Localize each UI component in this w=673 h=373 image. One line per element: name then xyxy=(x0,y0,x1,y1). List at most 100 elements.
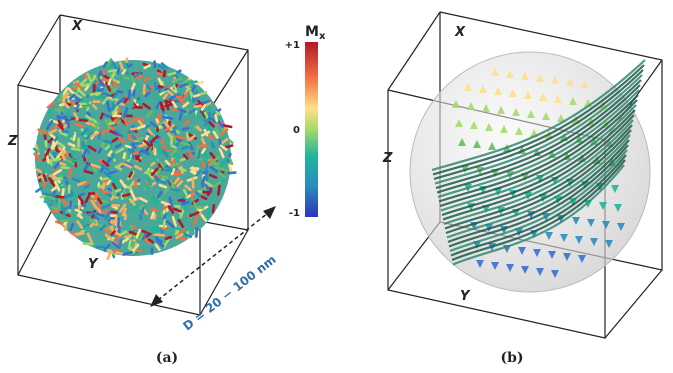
spin xyxy=(155,83,156,89)
spin xyxy=(164,220,165,225)
axis-label: X xyxy=(71,19,83,34)
spin xyxy=(120,240,121,247)
spin xyxy=(129,241,130,248)
spin xyxy=(228,173,235,174)
spin xyxy=(142,207,143,213)
spin xyxy=(58,117,64,119)
spin xyxy=(192,191,193,199)
spin xyxy=(52,153,57,154)
spin xyxy=(216,115,217,121)
spin xyxy=(126,146,130,147)
spin xyxy=(50,176,54,177)
spin xyxy=(125,119,126,124)
spin xyxy=(72,149,79,150)
spin xyxy=(107,102,109,110)
spin xyxy=(213,205,214,212)
spin xyxy=(103,183,104,188)
colorbar-tick: 0 xyxy=(293,125,300,136)
spin xyxy=(91,93,97,94)
spin xyxy=(181,239,185,240)
spin xyxy=(155,235,164,236)
spin xyxy=(134,226,135,231)
spin xyxy=(181,159,185,161)
spin xyxy=(195,106,201,107)
spin xyxy=(208,208,209,216)
spin xyxy=(67,153,68,157)
colorbar-title: Mx xyxy=(305,24,326,42)
spin xyxy=(144,85,145,93)
spin xyxy=(60,108,61,113)
spin xyxy=(102,178,108,179)
spin xyxy=(193,178,194,187)
spin xyxy=(189,82,197,83)
spin xyxy=(203,162,205,167)
spin xyxy=(133,144,135,148)
spin xyxy=(196,147,198,155)
spin xyxy=(129,132,134,133)
spin xyxy=(109,123,114,124)
spin xyxy=(161,176,168,177)
spin xyxy=(46,141,47,146)
axis-label: X xyxy=(454,25,466,40)
spin xyxy=(134,153,138,154)
spin xyxy=(218,186,219,195)
spin xyxy=(129,90,130,98)
spin xyxy=(49,112,50,116)
spin xyxy=(164,215,166,219)
figure: X Z Y Mx +1 0 -1 D = 20 − 100 nm (a) X Z… xyxy=(0,0,673,373)
spin xyxy=(83,143,84,148)
spin xyxy=(175,137,184,138)
spin xyxy=(127,89,129,93)
spin xyxy=(145,79,149,80)
colorbar-title-main: M xyxy=(305,24,319,40)
spin xyxy=(198,207,203,208)
spin xyxy=(111,99,117,100)
spin xyxy=(177,139,181,141)
spin xyxy=(166,128,170,130)
spin xyxy=(63,189,64,195)
spin xyxy=(205,113,207,117)
spin xyxy=(82,178,86,180)
spin xyxy=(109,70,116,71)
spin xyxy=(223,125,231,127)
spin xyxy=(57,196,65,197)
spin xyxy=(187,133,188,139)
spin xyxy=(101,168,103,172)
spin xyxy=(93,76,95,80)
spin xyxy=(47,156,48,162)
spin xyxy=(104,192,109,193)
spin xyxy=(154,215,155,219)
panel-caption: (b) xyxy=(500,350,523,366)
spin xyxy=(124,153,125,157)
panel-caption: (a) xyxy=(156,350,178,366)
spin xyxy=(75,96,76,100)
spin xyxy=(183,128,188,129)
spin xyxy=(61,163,65,164)
spin xyxy=(52,178,61,179)
spin xyxy=(175,79,180,80)
axis-label: Y xyxy=(88,257,99,272)
spin xyxy=(68,99,69,103)
spin xyxy=(62,220,68,221)
spin xyxy=(101,114,103,118)
spin xyxy=(158,142,160,151)
spin xyxy=(173,109,178,110)
dimension-label: D = 20 − 100 nm xyxy=(180,252,278,333)
spin xyxy=(163,117,172,119)
spin xyxy=(118,69,119,74)
spin xyxy=(109,79,111,84)
spin xyxy=(182,147,187,149)
spin xyxy=(165,170,171,171)
axis-label: Y xyxy=(460,289,471,304)
spin xyxy=(123,194,129,195)
spin xyxy=(171,227,180,229)
spin xyxy=(203,157,210,158)
spin xyxy=(191,171,194,173)
spin xyxy=(99,133,100,138)
spin xyxy=(140,215,141,219)
colorbar xyxy=(305,42,318,217)
spin xyxy=(172,189,179,190)
spin xyxy=(133,91,134,96)
spin xyxy=(180,113,182,119)
spin xyxy=(137,100,142,102)
